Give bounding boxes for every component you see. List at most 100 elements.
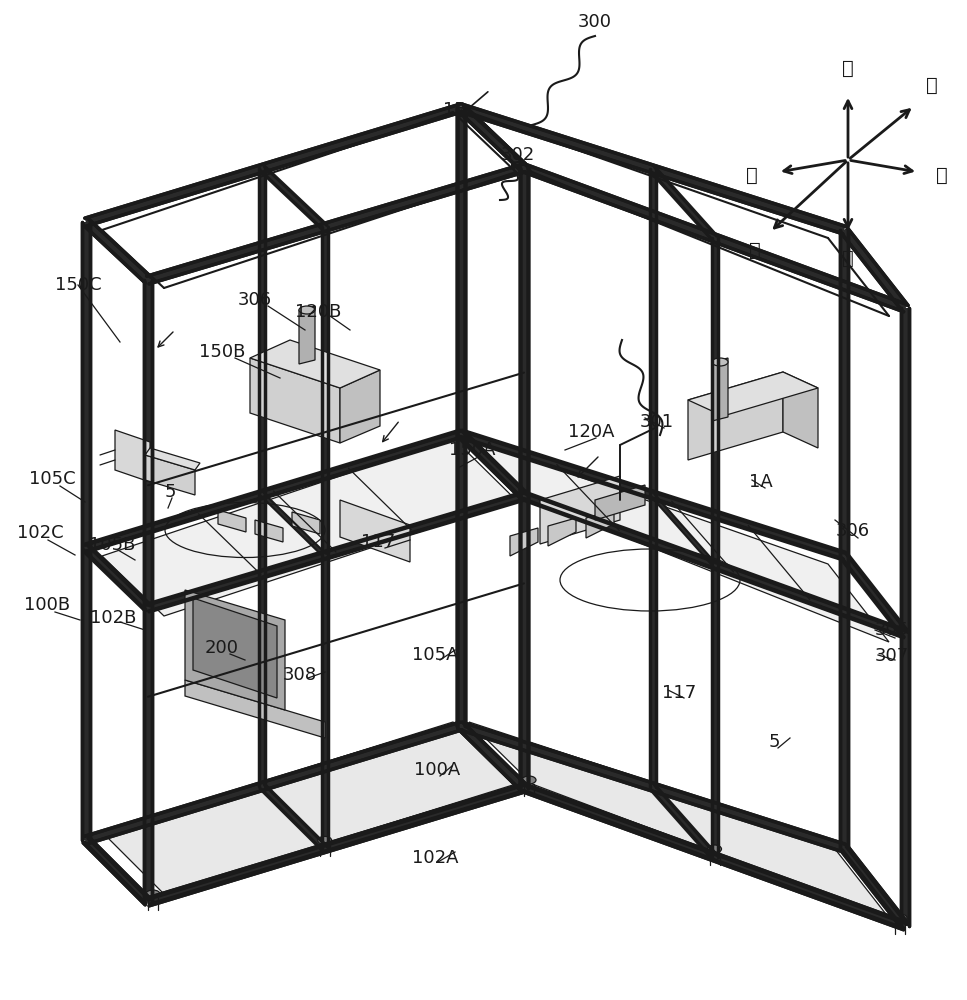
Polygon shape — [85, 104, 462, 226]
Polygon shape — [457, 108, 465, 726]
Polygon shape — [147, 784, 525, 906]
Text: 305: 305 — [875, 621, 909, 639]
Polygon shape — [459, 722, 845, 852]
Text: 102B: 102B — [90, 609, 136, 627]
Polygon shape — [144, 280, 152, 902]
Ellipse shape — [893, 914, 907, 922]
Polygon shape — [458, 723, 527, 791]
Polygon shape — [459, 430, 845, 560]
Polygon shape — [458, 723, 527, 791]
Polygon shape — [340, 500, 410, 562]
Polygon shape — [840, 230, 848, 848]
Text: 1B: 1B — [443, 101, 467, 119]
Text: 下: 下 — [842, 248, 854, 267]
Polygon shape — [688, 372, 818, 416]
Polygon shape — [147, 784, 525, 906]
Polygon shape — [901, 308, 909, 926]
Polygon shape — [145, 455, 195, 495]
Polygon shape — [115, 430, 150, 482]
Text: 上: 上 — [842, 58, 854, 78]
Polygon shape — [85, 104, 462, 226]
Polygon shape — [650, 785, 717, 859]
Text: 300: 300 — [578, 13, 612, 31]
Polygon shape — [840, 230, 848, 848]
Polygon shape — [147, 164, 525, 284]
Polygon shape — [457, 108, 465, 726]
Polygon shape — [901, 308, 909, 926]
Polygon shape — [193, 598, 277, 698]
Polygon shape — [147, 164, 525, 284]
Polygon shape — [522, 164, 906, 312]
Polygon shape — [292, 512, 320, 534]
Text: 后: 后 — [926, 76, 938, 95]
Polygon shape — [84, 839, 150, 903]
Text: 306: 306 — [835, 522, 870, 540]
Polygon shape — [520, 168, 528, 788]
Polygon shape — [460, 431, 845, 559]
Text: 右: 右 — [936, 165, 948, 184]
Polygon shape — [520, 168, 528, 788]
Polygon shape — [540, 476, 620, 544]
Polygon shape — [260, 784, 327, 851]
Text: 100B: 100B — [24, 596, 70, 614]
Polygon shape — [522, 784, 906, 930]
Polygon shape — [522, 492, 906, 638]
Polygon shape — [85, 431, 462, 551]
Polygon shape — [147, 492, 525, 612]
Polygon shape — [102, 438, 516, 616]
Polygon shape — [85, 722, 462, 844]
Polygon shape — [841, 846, 908, 928]
Polygon shape — [84, 546, 150, 610]
Polygon shape — [340, 370, 380, 443]
Polygon shape — [714, 855, 906, 928]
Polygon shape — [650, 169, 656, 787]
Polygon shape — [83, 545, 151, 611]
Polygon shape — [458, 105, 527, 171]
Text: 120B: 120B — [295, 303, 341, 321]
Polygon shape — [841, 846, 908, 928]
Polygon shape — [651, 494, 716, 566]
Ellipse shape — [522, 776, 536, 784]
Polygon shape — [458, 431, 527, 499]
Polygon shape — [299, 306, 315, 364]
Polygon shape — [548, 518, 576, 546]
Polygon shape — [83, 837, 151, 905]
Polygon shape — [82, 222, 90, 840]
Polygon shape — [459, 432, 526, 498]
Text: 120A: 120A — [568, 423, 614, 441]
Ellipse shape — [712, 358, 728, 366]
Polygon shape — [322, 227, 328, 848]
Polygon shape — [259, 168, 265, 786]
Polygon shape — [469, 438, 889, 642]
Polygon shape — [250, 340, 380, 388]
Polygon shape — [841, 554, 907, 636]
Polygon shape — [841, 228, 908, 310]
Polygon shape — [458, 105, 527, 171]
Polygon shape — [147, 493, 525, 611]
Text: 左: 左 — [747, 165, 758, 184]
Polygon shape — [841, 228, 908, 310]
Polygon shape — [83, 837, 151, 905]
Polygon shape — [457, 108, 465, 726]
Text: 302: 302 — [501, 146, 535, 164]
Polygon shape — [841, 554, 908, 636]
Polygon shape — [712, 238, 718, 857]
Text: 306: 306 — [238, 291, 272, 309]
Polygon shape — [510, 528, 538, 556]
Polygon shape — [458, 723, 527, 791]
Text: 117: 117 — [661, 684, 696, 702]
Polygon shape — [102, 722, 516, 894]
Polygon shape — [147, 847, 325, 904]
Polygon shape — [523, 493, 906, 637]
Text: 117: 117 — [361, 533, 396, 551]
Polygon shape — [459, 432, 526, 498]
Polygon shape — [650, 167, 717, 240]
Text: 200: 200 — [205, 639, 239, 657]
Ellipse shape — [146, 890, 160, 898]
Polygon shape — [586, 510, 614, 538]
Text: 105B: 105B — [89, 536, 135, 554]
Polygon shape — [255, 520, 283, 542]
Text: 105C: 105C — [29, 470, 75, 488]
Polygon shape — [459, 104, 845, 234]
Text: 301: 301 — [640, 413, 674, 431]
